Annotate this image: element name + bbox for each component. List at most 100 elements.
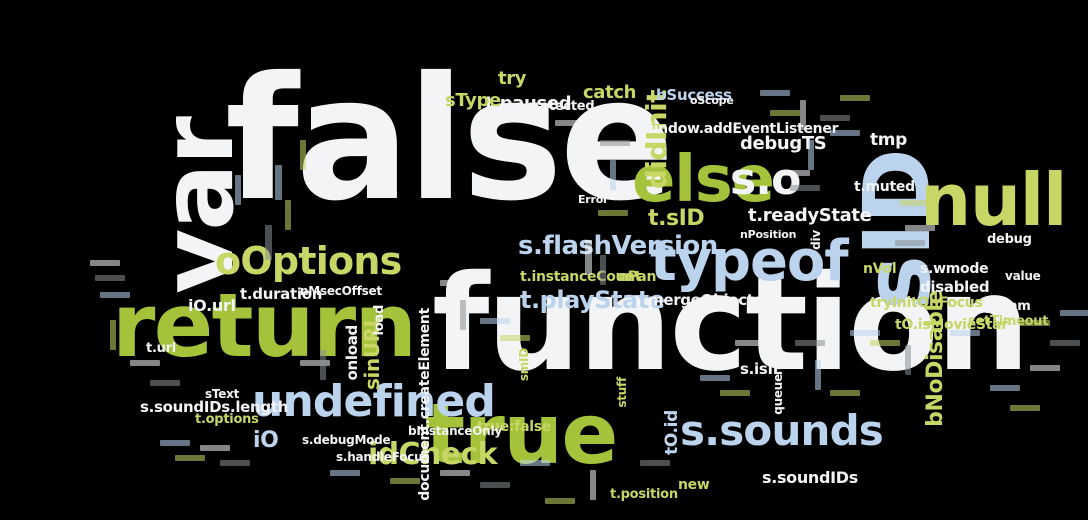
word-io: iO <box>253 428 279 453</box>
word-return: return <box>112 274 417 377</box>
filler-word-texture <box>850 330 880 336</box>
filler-word-texture <box>870 340 900 346</box>
word-tmp: tmp <box>870 130 907 150</box>
word-null: null <box>920 158 1068 242</box>
filler-word-texture <box>585 240 592 275</box>
filler-word-texture <box>130 360 160 366</box>
filler-word-texture <box>700 375 730 381</box>
word-idcheck: idCheck <box>368 437 498 472</box>
filler-word-texture <box>990 385 1020 391</box>
filler-word-texture <box>555 120 585 126</box>
filler-word-texture <box>1010 405 1040 411</box>
word-s-sounds: s.sounds <box>680 406 884 455</box>
word-div: div <box>809 230 823 250</box>
filler-word-texture <box>440 470 470 476</box>
word-nmsecoffset: nMsecOffset <box>300 284 382 298</box>
filler-word-texture <box>235 175 241 205</box>
filler-word-texture <box>440 280 470 286</box>
word-function: function <box>432 247 1030 401</box>
word-s-handlefocus: s.handleFocus <box>336 450 430 464</box>
word-s-soundids-length: s.soundIDs.length <box>140 398 289 416</box>
word-binstanceonly: bInstanceOnly <box>408 424 502 438</box>
filler-word-texture <box>905 225 935 231</box>
word-t-playstate: t.playState <box>520 286 665 314</box>
filler-word-texture <box>545 498 575 504</box>
filler-word-texture <box>300 360 330 366</box>
filler-word-texture <box>1050 340 1080 346</box>
filler-word-texture <box>770 110 800 116</box>
filler-word-texture <box>600 140 630 146</box>
word-debug: debug <box>987 232 1032 247</box>
filler-word-texture <box>900 200 930 206</box>
word-to-ismoviestar: tO.isMovieStar <box>895 317 1008 333</box>
word-else: else <box>632 143 775 217</box>
word-stext: sText <box>205 387 240 401</box>
filler-word-texture <box>1060 310 1088 316</box>
word-io-url: iO.url <box>188 296 236 315</box>
word-to-id: tO.id <box>662 410 682 455</box>
filler-word-texture <box>800 100 806 130</box>
filler-word-texture <box>100 292 130 298</box>
word-queue: queue <box>771 374 785 415</box>
word-document-createelement: document.createElement <box>417 308 433 501</box>
word-onload: onload <box>343 325 361 381</box>
word-t-url: t.url <box>146 341 176 356</box>
filler-word-texture <box>895 240 925 246</box>
word-smid: smID <box>517 348 531 382</box>
filler-word-texture <box>1030 365 1060 371</box>
word-s-flashversion: s.flashVersion <box>518 231 718 261</box>
filler-word-texture <box>150 380 180 386</box>
filler-word-texture <box>390 478 420 484</box>
word-param: param <box>985 299 1031 314</box>
filler-word-texture <box>500 335 530 341</box>
word-didinit: didInit <box>640 90 673 190</box>
word-s-isie: s.isIE <box>740 360 783 378</box>
word-nvol: nVol <box>863 261 897 277</box>
filler-word-texture <box>815 360 821 390</box>
word-t-instancecount: t.instanceCount <box>520 269 642 285</box>
word-new: new <box>678 477 710 493</box>
filler-word-texture <box>735 340 765 346</box>
word-t-position: t.position <box>610 487 678 502</box>
word-bsuccess: bSuccess <box>656 86 732 104</box>
word-npan: nPan <box>618 269 657 285</box>
filler-word-texture <box>880 355 910 361</box>
filler-word-texture <box>200 445 230 451</box>
filler-word-texture <box>460 300 466 330</box>
filler-word-texture <box>590 470 596 500</box>
filler-word-texture <box>830 130 860 136</box>
word-t-muted: t.muted <box>854 179 915 195</box>
word-stype: sType <box>445 90 501 111</box>
filler-word-texture <box>160 440 190 446</box>
word-tryinitonfocus: tryInitOnFocus <box>870 295 983 311</box>
filler-word-texture <box>480 318 510 324</box>
word-nposition: nPosition <box>740 228 797 241</box>
word-t-sid: t.sID <box>648 206 705 231</box>
filler-word-texture <box>610 160 616 190</box>
word-false: false <box>225 41 675 239</box>
filler-word-texture <box>520 460 550 466</box>
filler-word-texture <box>840 95 870 101</box>
word-t-readystate: t.readyState <box>748 205 872 226</box>
filler-word-texture <box>790 185 820 191</box>
filler-word-texture <box>110 320 116 350</box>
word-load: load <box>372 305 387 336</box>
filler-word-texture <box>598 210 628 216</box>
filler-word-texture <box>300 140 306 170</box>
word-debugts: debugTS <box>740 133 827 154</box>
filler-word-texture <box>275 165 282 200</box>
word-error: Error <box>578 193 609 206</box>
filler-word-texture <box>1020 320 1050 326</box>
filler-word-texture <box>950 330 980 336</box>
word-s-soundids: s.soundIDs <box>762 468 858 487</box>
word-t-duration: t.duration <box>240 285 323 303</box>
filler-word-texture <box>255 150 261 180</box>
filler-word-texture <box>220 460 250 466</box>
filler-word-texture <box>175 455 205 461</box>
filler-word-texture <box>720 390 750 396</box>
word-s-debugmode: s.debugMode <box>302 433 391 447</box>
filler-word-texture <box>265 225 272 260</box>
word-stuff: stuff <box>615 377 629 408</box>
filler-word-texture <box>90 260 120 266</box>
